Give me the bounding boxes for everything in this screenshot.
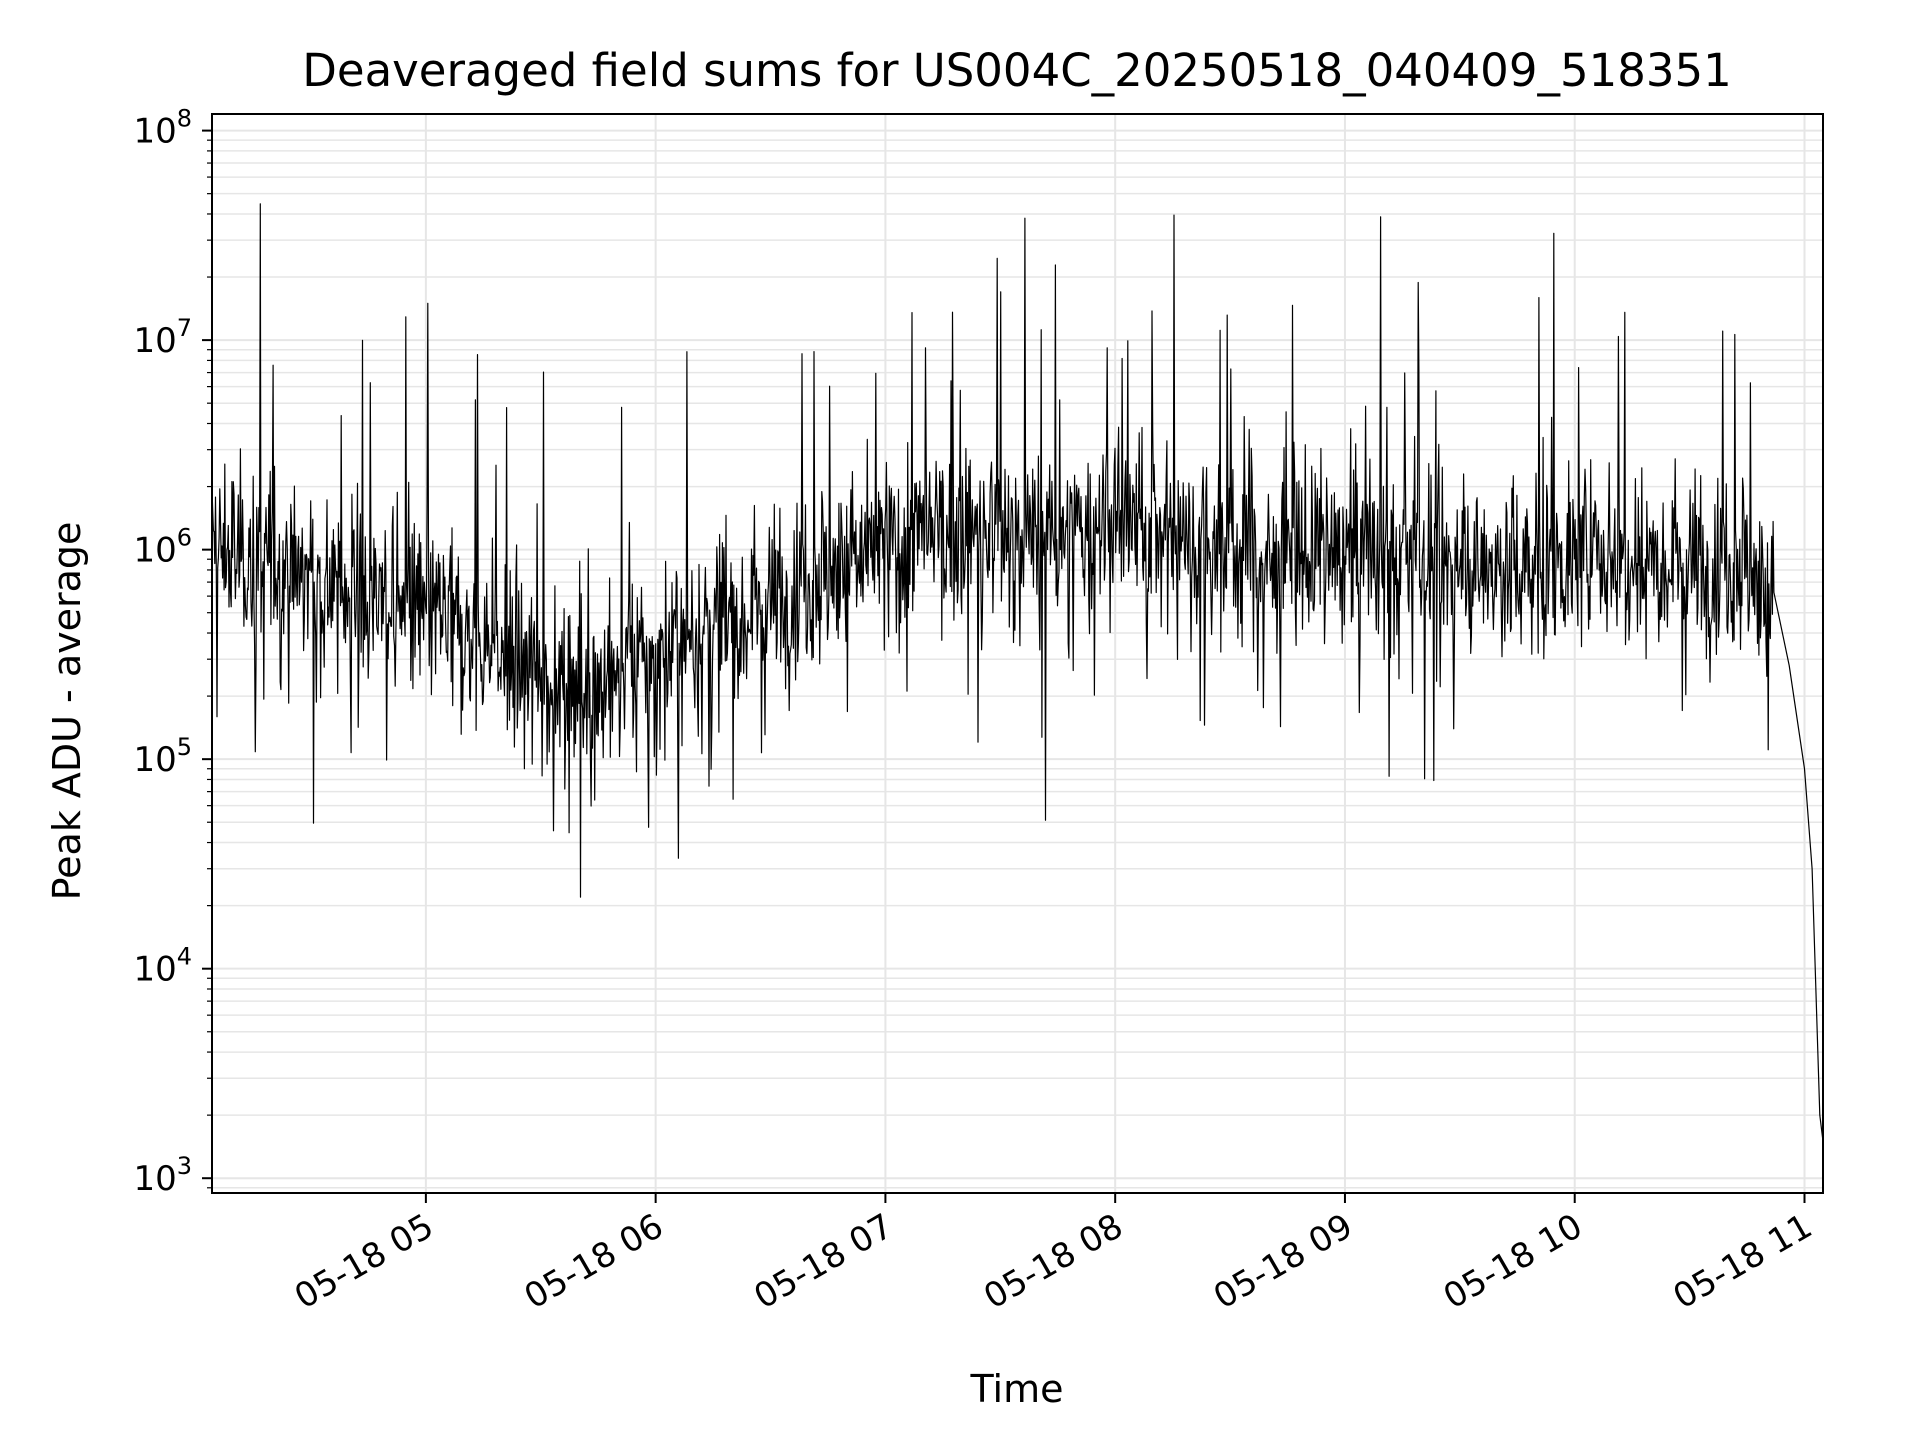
y-axis-label: Peak ADU - average (45, 522, 89, 901)
plot-area (211, 203, 1824, 1142)
x-tick-label: 05-18 11 (1667, 1206, 1819, 1317)
y-tick-label: 108 (133, 105, 192, 152)
plot-frame (211, 113, 1824, 1194)
chart-title: Deaveraged field sums for US004C_2025051… (302, 44, 1731, 97)
y-tick-label: 103 (133, 1152, 192, 1199)
y-tick-label: 104 (133, 943, 192, 990)
y-tick-label: 105 (133, 733, 192, 780)
x-tick-label: 05-18 05 (288, 1206, 440, 1317)
x-tick-label: 05-18 10 (1437, 1206, 1589, 1317)
y-axis: 103 104 105 106 107 108 (133, 105, 212, 1199)
x-tick-label: 05-18 06 (518, 1206, 670, 1317)
x-tick-label: 05-18 07 (748, 1206, 900, 1317)
x-axis: 05-18 05 05-18 06 05-18 07 05-18 08 05-18 09… (288, 1193, 1819, 1317)
grid-lines (212, 114, 1823, 1193)
x-tick-label: 05-18 09 (1207, 1206, 1359, 1317)
y-tick-label: 106 (133, 524, 192, 571)
x-tick-label: 05-18 08 (977, 1206, 1129, 1317)
y-tick-label: 107 (133, 314, 192, 361)
series-line (211, 203, 1824, 1142)
x-axis-label: Time (970, 1367, 1064, 1411)
